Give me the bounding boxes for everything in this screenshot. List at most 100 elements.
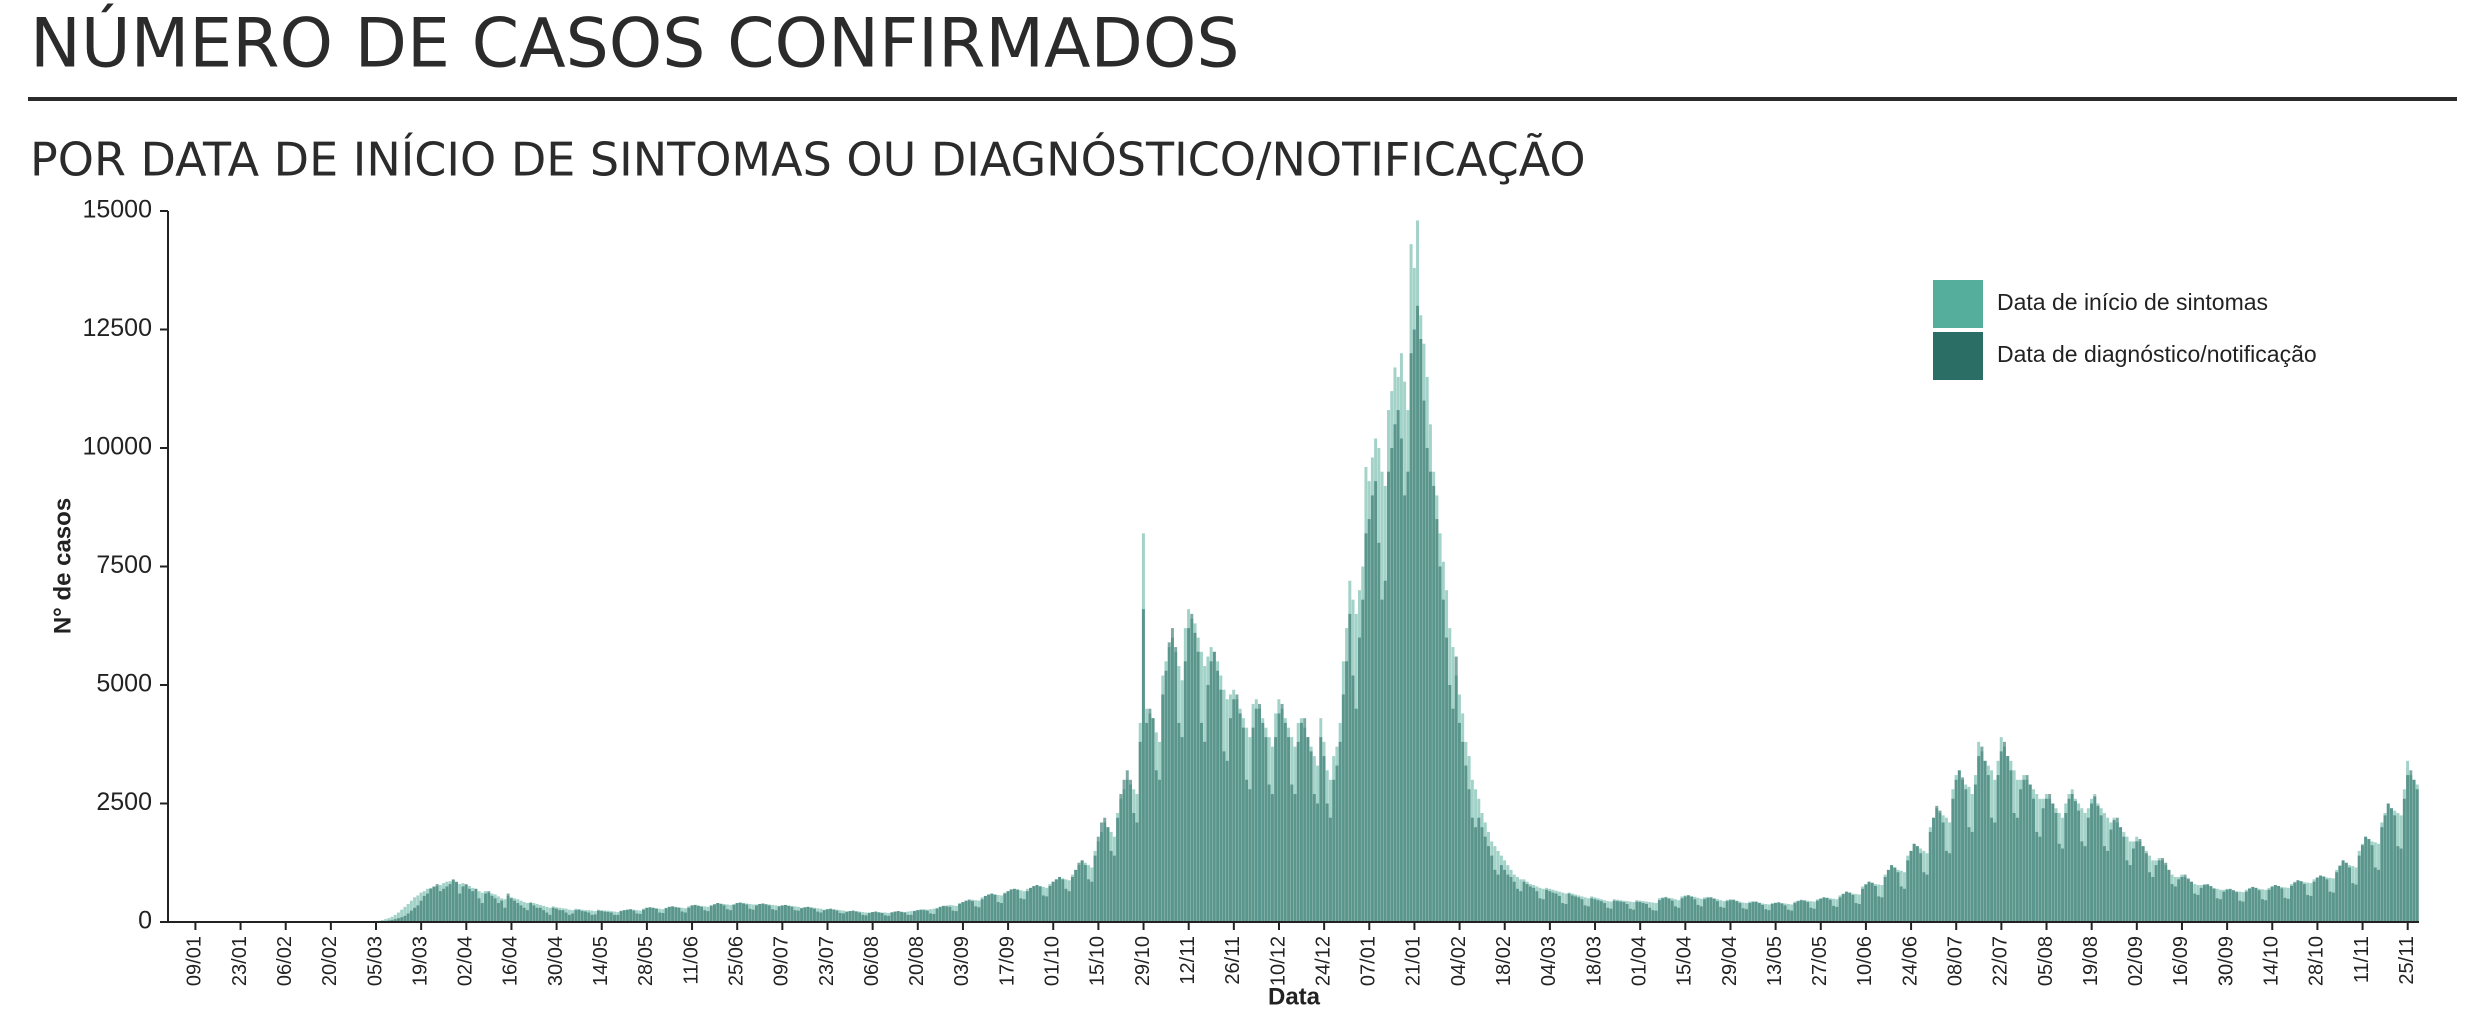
bar <box>1886 869 1890 922</box>
x-tick-label: 02/09 <box>2125 936 2147 986</box>
bar <box>1503 869 1507 922</box>
bar <box>848 911 852 922</box>
bar <box>564 912 568 922</box>
bar <box>2093 796 2097 922</box>
x-tick-label: 30/09 <box>2215 936 2237 986</box>
bar <box>1561 903 1565 922</box>
bar <box>596 910 600 922</box>
bar <box>2099 815 2103 922</box>
bar <box>1838 897 1842 922</box>
bar <box>2135 841 2139 922</box>
bar <box>1583 905 1587 922</box>
bar <box>1235 694 1239 922</box>
bar <box>1254 708 1258 922</box>
bar <box>983 895 987 922</box>
bar <box>1183 661 1187 922</box>
x-tick-label: 25/11 <box>2396 936 2418 985</box>
bar <box>658 912 662 922</box>
bar <box>725 909 729 922</box>
bar <box>1303 718 1307 922</box>
bar <box>2219 899 2223 922</box>
bar <box>1532 887 1536 922</box>
bar <box>2231 890 2235 922</box>
bar <box>1348 613 1352 922</box>
bar <box>1774 903 1777 922</box>
bar <box>664 908 668 922</box>
bar <box>393 919 397 922</box>
bar <box>2315 877 2319 922</box>
bar <box>842 913 845 922</box>
bar <box>696 905 700 922</box>
bar <box>2348 867 2352 922</box>
x-tick-label: 01/10 <box>1042 936 1064 986</box>
bar <box>519 905 523 922</box>
bar <box>1922 872 1926 922</box>
bar <box>877 912 881 922</box>
bar <box>1387 471 1390 922</box>
bar <box>2402 798 2406 922</box>
bar <box>2151 876 2155 922</box>
bar <box>2157 860 2161 922</box>
bar <box>1477 817 1481 922</box>
bar <box>1299 722 1303 922</box>
bar <box>1619 901 1623 922</box>
bar <box>1238 713 1242 922</box>
bar <box>403 906 407 922</box>
bar <box>2206 884 2210 922</box>
bar <box>1557 895 1561 922</box>
x-tick-label: 10/12 <box>1267 936 1289 986</box>
bar <box>1383 580 1387 922</box>
bar <box>1777 902 1781 922</box>
bar <box>700 906 704 922</box>
bar <box>1361 599 1365 922</box>
x-tick-label: 04/03 <box>1538 936 1560 986</box>
x-tick-label: 06/02 <box>274 936 296 986</box>
bar <box>738 902 742 922</box>
bar <box>1251 727 1255 922</box>
bar <box>461 886 465 922</box>
x-tick-label: 16/04 <box>500 936 522 986</box>
bar <box>2299 881 2303 922</box>
bar <box>2177 879 2181 922</box>
bar <box>706 911 710 922</box>
bar <box>1686 895 1690 922</box>
bar <box>2354 884 2358 922</box>
x-tick-label: 29/10 <box>1132 936 1154 986</box>
bar <box>525 910 529 922</box>
bar <box>793 910 797 922</box>
bar <box>1783 905 1787 922</box>
bar <box>1719 906 1723 922</box>
bar <box>835 910 839 922</box>
x-tick-label: 12/11 <box>1177 936 1199 985</box>
bar <box>2164 862 2168 922</box>
bar <box>2115 817 2119 922</box>
bar <box>787 905 791 922</box>
bar <box>745 904 749 922</box>
x-tick-label: 28/05 <box>635 936 657 986</box>
x-tick-label: 08/07 <box>1945 936 1967 986</box>
bar <box>896 911 900 922</box>
bar <box>2396 846 2400 922</box>
bar <box>874 911 878 922</box>
bar <box>919 909 923 922</box>
legend-label: Data de diagnóstico/notificação <box>1997 341 2317 367</box>
bar <box>2193 893 2197 922</box>
bar <box>790 906 794 922</box>
bar <box>1170 628 1174 922</box>
bar <box>1135 822 1139 922</box>
bar <box>1812 908 1816 922</box>
bar <box>1206 685 1210 922</box>
bar <box>1096 836 1100 922</box>
bar <box>2032 798 2035 922</box>
bar <box>1748 903 1752 922</box>
bar <box>1416 305 1420 922</box>
bar <box>2215 898 2219 922</box>
bar <box>1480 827 1484 922</box>
bar <box>1693 899 1697 922</box>
bar <box>2338 866 2342 922</box>
bar <box>2357 855 2361 922</box>
bar <box>2073 801 2077 922</box>
bar <box>1077 862 1081 922</box>
bar <box>951 910 955 922</box>
